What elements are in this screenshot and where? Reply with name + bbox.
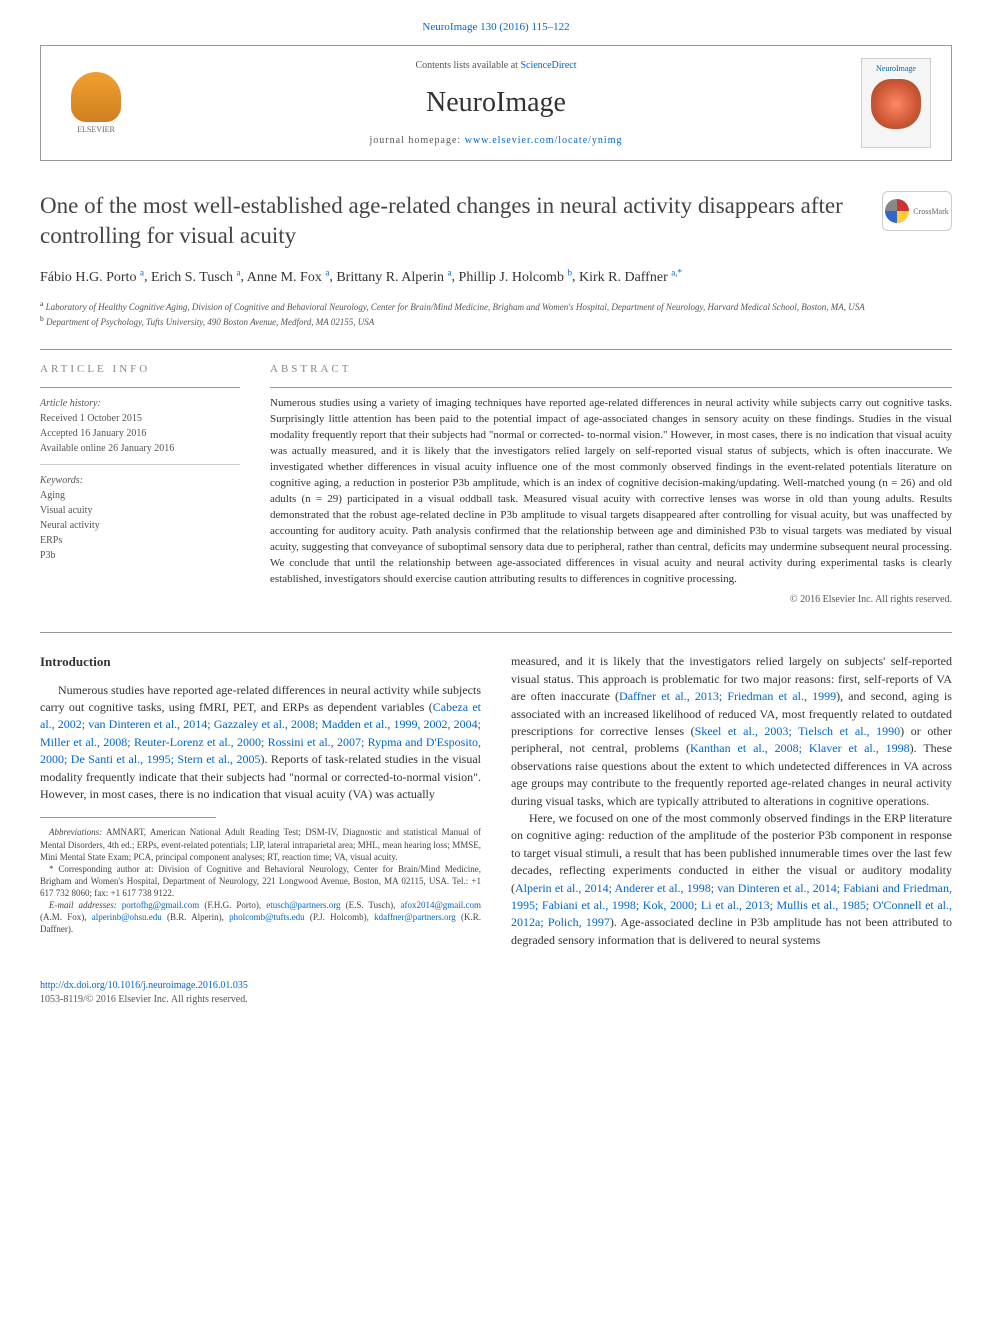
affiliation-a: Laboratory of Healthy Cognitive Aging, D…	[46, 302, 865, 312]
abbrev-label: Abbreviations:	[49, 827, 102, 837]
sciencedirect-link[interactable]: ScienceDirect	[520, 60, 576, 71]
emails: E-mail addresses: portofhg@gmail.com (F.…	[40, 899, 481, 935]
info-block: Article history: Received 1 October 2015…	[40, 396, 240, 563]
footnote-divider	[40, 817, 216, 818]
copyright: © 2016 Elsevier Inc. All rights reserved…	[270, 593, 952, 607]
keyword: P3b	[40, 548, 240, 563]
elsevier-logo: ELSEVIER	[61, 68, 131, 138]
keywords-label: Keywords:	[40, 473, 240, 488]
author: Anne M. Fox a	[247, 270, 330, 285]
contents-line: Contents lists available at ScienceDirec…	[131, 59, 861, 73]
crossmark-icon	[885, 199, 909, 223]
abstract-label: ABSTRACT	[270, 362, 952, 377]
crossmark-label: CrossMark	[913, 206, 949, 217]
citation-link[interactable]: Skeel et al., 2003; Tielsch et al., 1990	[695, 724, 901, 738]
journal-name: NeuroImage	[131, 83, 861, 122]
keyword: Neural activity	[40, 518, 240, 533]
journal-homepage: journal homepage: www.elsevier.com/locat…	[131, 134, 861, 148]
info-abstract-row: ARTICLE INFO Article history: Received 1…	[40, 362, 952, 608]
header-center: Contents lists available at ScienceDirec…	[131, 59, 861, 148]
author: Phillip J. Holcomb b	[459, 270, 572, 285]
email-link[interactable]: afox2014@gmail.com	[400, 900, 481, 910]
author: Brittany R. Alperin a	[336, 270, 451, 285]
email-link[interactable]: kdaffner@partners.org	[374, 912, 456, 922]
keyword: ERPs	[40, 533, 240, 548]
body-columns: Introduction Numerous studies have repor…	[40, 653, 952, 949]
keyword: Visual acuity	[40, 503, 240, 518]
title-row: One of the most well-established age-rel…	[40, 191, 952, 251]
info-label: ARTICLE INFO	[40, 362, 240, 377]
doi-link[interactable]: http://dx.doi.org/10.1016/j.neuroimage.2…	[40, 980, 248, 991]
footer: http://dx.doi.org/10.1016/j.neuroimage.2…	[40, 979, 952, 1007]
email-link[interactable]: pholcomb@tufts.edu	[229, 912, 305, 922]
cover-title: NeuroImage	[876, 63, 916, 74]
citation-link[interactable]: NeuroImage 130 (2016) 115–122	[40, 20, 952, 35]
col2-para-2: Here, we focused on one of the most comm…	[511, 810, 952, 949]
email-link[interactable]: etusch@partners.org	[266, 900, 340, 910]
authors-list: Fábio H.G. Porto a, Erich S. Tusch a, An…	[40, 266, 952, 287]
affiliations: a Laboratory of Healthy Cognitive Aging,…	[40, 299, 952, 328]
keywords-list: AgingVisual acuityNeural activityERPsP3b	[40, 488, 240, 563]
crossmark-badge[interactable]: CrossMark	[882, 191, 952, 231]
homepage-link[interactable]: www.elsevier.com/locate/ynimg	[465, 135, 623, 146]
abstract-column: ABSTRACT Numerous studies using a variet…	[270, 362, 952, 608]
journal-cover: NeuroImage	[861, 58, 931, 148]
elsevier-tree-icon	[71, 72, 121, 122]
issn-line: 1053-8119/© 2016 Elsevier Inc. All right…	[40, 993, 952, 1007]
author: Fábio H.G. Porto a	[40, 270, 144, 285]
author: Erich S. Tusch a	[151, 270, 241, 285]
citation-link[interactable]: Daffner et al., 2013; Friedman et al., 1…	[619, 689, 836, 703]
abstract-text: Numerous studies using a variety of imag…	[270, 396, 952, 587]
online-date: Available online 26 January 2016	[40, 441, 240, 456]
divider	[40, 349, 952, 350]
body-col-right: measured, and it is likely that the inve…	[511, 653, 952, 949]
email-link[interactable]: alperinb@ohsu.edu	[92, 912, 162, 922]
divider	[40, 632, 952, 633]
intro-para-1: Numerous studies have reported age-relat…	[40, 682, 481, 804]
history-label: Article history:	[40, 396, 240, 411]
article-title: One of the most well-established age-rel…	[40, 191, 882, 251]
accepted-date: Accepted 16 January 2016	[40, 426, 240, 441]
keyword: Aging	[40, 488, 240, 503]
footnotes: Abbreviations: AMNART, American National…	[40, 826, 481, 935]
abbreviations: AMNART, American National Adult Reading …	[40, 827, 481, 861]
journal-header: ELSEVIER Contents lists available at Sci…	[40, 45, 952, 161]
author: Kirk R. Daffner a,*	[579, 270, 682, 285]
affiliation-b: Department of Psychology, Tufts Universi…	[46, 317, 374, 327]
col2-para-1: measured, and it is likely that the inve…	[511, 653, 952, 810]
article-info: ARTICLE INFO Article history: Received 1…	[40, 362, 240, 608]
body-col-left: Introduction Numerous studies have repor…	[40, 653, 481, 949]
elsevier-name: ELSEVIER	[77, 124, 115, 135]
corresponding-author: * Corresponding author at: Division of C…	[40, 863, 481, 899]
brain-icon	[871, 79, 921, 129]
intro-heading: Introduction	[40, 653, 481, 671]
email-link[interactable]: portofhg@gmail.com	[122, 900, 200, 910]
received-date: Received 1 October 2015	[40, 411, 240, 426]
citation-link[interactable]: Kanthan et al., 2008; Klaver et al., 199…	[690, 741, 910, 755]
